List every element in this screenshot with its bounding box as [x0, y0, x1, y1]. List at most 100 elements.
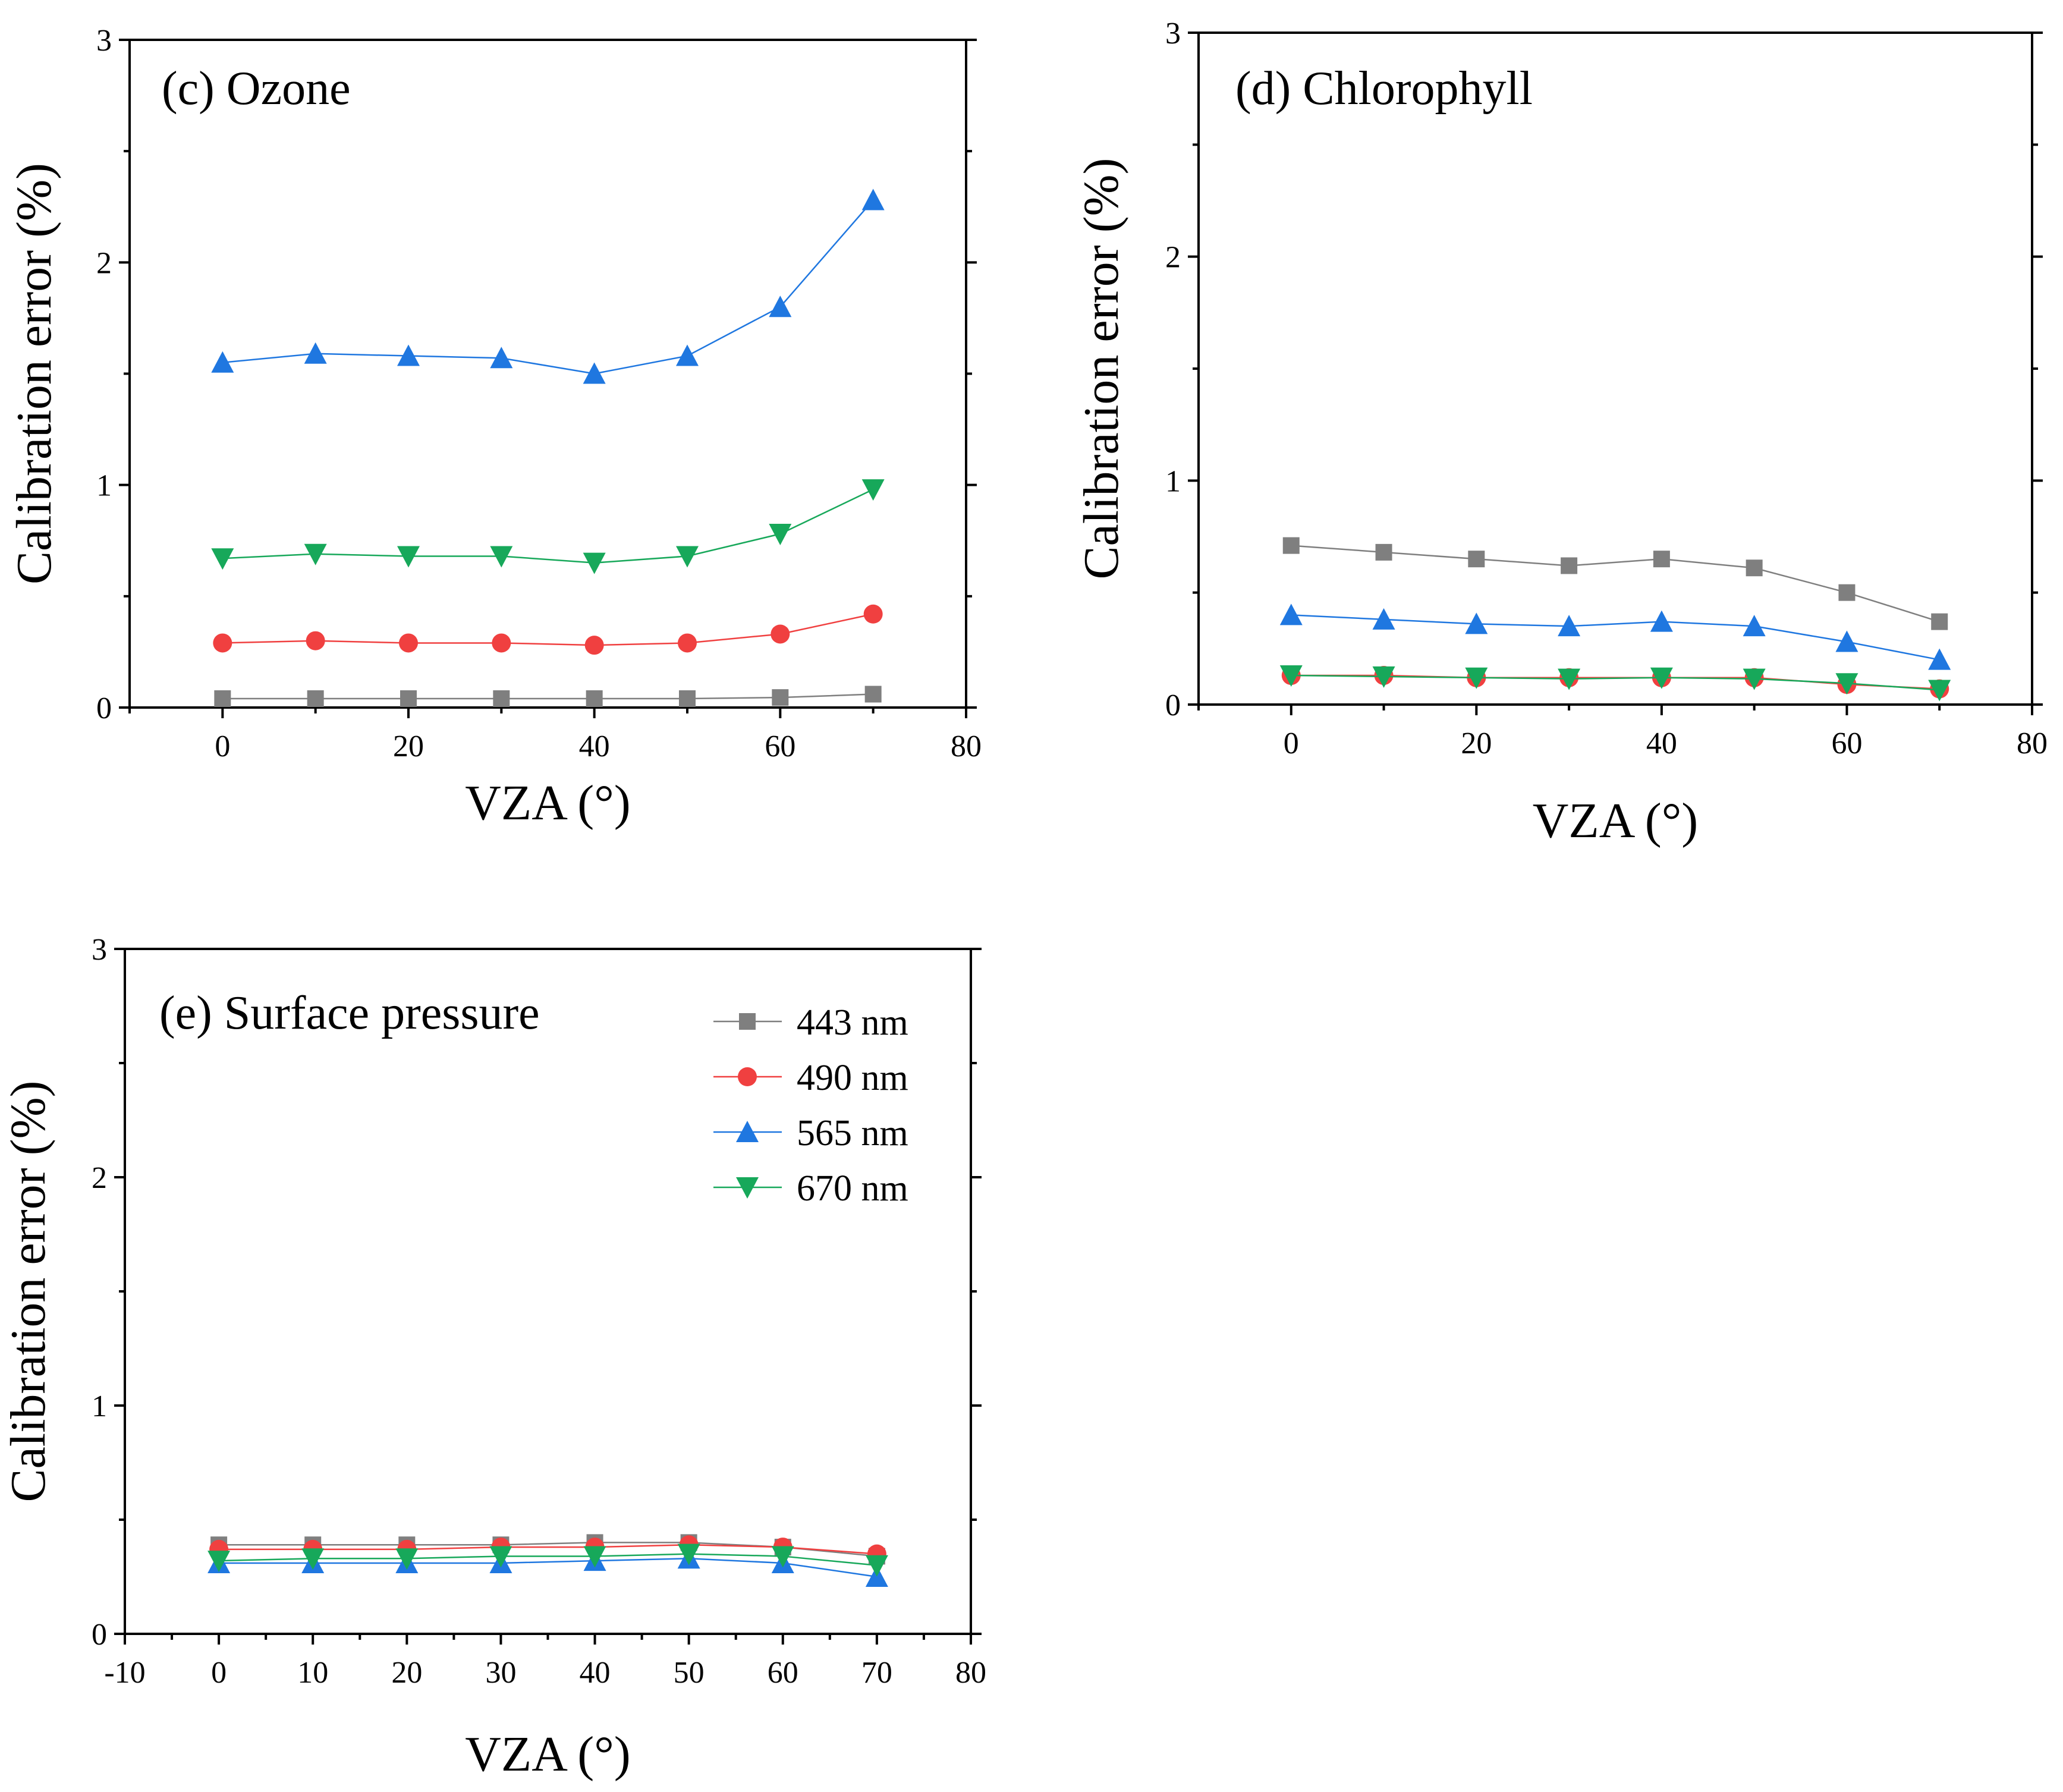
data-point — [771, 624, 790, 644]
data-point — [1650, 610, 1673, 632]
data-point — [583, 1546, 606, 1568]
series-line — [1291, 614, 1940, 661]
y-axis-label: Calibration error (%) — [1, 1080, 56, 1502]
data-point — [865, 1555, 888, 1577]
data-point — [771, 1546, 794, 1568]
series — [213, 604, 883, 655]
y-tick-label: 1 — [1165, 464, 1181, 498]
data-point — [1282, 537, 1300, 554]
series-line — [222, 489, 874, 564]
data-point — [1372, 666, 1395, 688]
x-tick-label: 80 — [951, 730, 982, 763]
data-point — [1743, 668, 1766, 690]
series — [211, 479, 885, 574]
data-point — [397, 546, 420, 568]
series-line — [219, 1558, 878, 1578]
x-tick-label: -10 — [104, 1656, 145, 1690]
x-tick-label: 20 — [391, 1656, 422, 1690]
y-tick-label: 1 — [96, 469, 112, 503]
x-tick-label: 0 — [1284, 727, 1299, 760]
data-point — [676, 546, 699, 568]
x-tick-label: 70 — [861, 1656, 892, 1690]
data-point — [490, 546, 513, 568]
data-point — [1743, 615, 1766, 637]
data-point — [307, 690, 324, 708]
series-line — [222, 199, 874, 375]
series-line — [1291, 674, 1940, 691]
y-axis-label: Calibration error (%) — [7, 163, 62, 584]
data-point — [1928, 680, 1951, 702]
x-tick-label: 20 — [393, 730, 424, 763]
series — [207, 1543, 888, 1577]
legend-marker — [736, 1177, 759, 1199]
data-point — [492, 633, 511, 653]
panel-title: (d) Chlorophyll — [1235, 62, 1533, 115]
data-point — [769, 295, 792, 317]
legend-label: 670 nm — [797, 1168, 908, 1209]
panel-title: (e) Surface pressure — [159, 987, 540, 1039]
data-point — [1653, 551, 1670, 568]
data-point — [586, 690, 603, 708]
data-point — [1835, 673, 1858, 695]
plot-frame — [124, 948, 972, 1635]
y-tick-label: 3 — [1165, 17, 1181, 51]
data-point — [1372, 608, 1395, 630]
data-point — [493, 690, 510, 708]
data-point — [1465, 612, 1488, 634]
data-point — [211, 351, 234, 373]
x-tick-label: 30 — [485, 1656, 516, 1690]
data-point — [1746, 559, 1763, 577]
x-axis-label: VZA (°) — [1533, 793, 1699, 848]
y-tick-label: 0 — [96, 691, 112, 725]
x-tick-label: 60 — [768, 1656, 798, 1690]
data-point — [397, 344, 420, 366]
data-point — [1561, 557, 1578, 574]
x-tick-label: 40 — [579, 730, 610, 763]
series-line — [222, 613, 873, 646]
y-tick-label: 3 — [96, 24, 112, 58]
x-tick-label: 0 — [211, 1656, 227, 1690]
x-tick-label: 60 — [765, 730, 795, 763]
data-point — [207, 1551, 231, 1573]
chart-panel: 0 20 40 60 80 0 1 2 3 VZA (°) Calibration error (%… — [1074, 17, 2048, 848]
data-point — [490, 347, 513, 369]
plot-frame — [128, 39, 967, 709]
x-axis-label: VZA (°) — [465, 775, 631, 831]
y-tick-label: 0 — [92, 1618, 107, 1652]
series-line — [219, 1553, 878, 1567]
data-point — [863, 604, 883, 624]
chart-panel: 0 20 40 60 80 0 1 2 3 VZA (°) Calibration error (%… — [7, 24, 982, 831]
legend-label: 565 nm — [797, 1113, 908, 1153]
data-point — [679, 690, 696, 708]
legend-label: 490 nm — [797, 1058, 908, 1098]
data-point — [1279, 603, 1303, 625]
series-line — [1291, 545, 1940, 623]
data-point — [583, 362, 606, 384]
series — [1279, 665, 1951, 702]
data-point — [769, 524, 792, 546]
plot-frame — [1197, 32, 2033, 706]
x-tick-label: 80 — [2017, 727, 2048, 760]
series — [214, 686, 882, 708]
series-line — [222, 693, 873, 700]
x-tick-label: 60 — [1831, 727, 1862, 760]
legend-marker — [738, 1067, 757, 1086]
panel-title: (c) Ozone — [162, 62, 351, 115]
data-point — [1838, 584, 1856, 601]
y-tick-label: 3 — [92, 933, 107, 967]
data-point — [1931, 613, 1948, 630]
x-tick-label: 20 — [1461, 727, 1492, 760]
data-point — [213, 633, 232, 653]
data-point — [583, 552, 606, 574]
legend: 443 nm 490 nm 565 nm 670 nm — [713, 1002, 908, 1209]
data-point — [1558, 615, 1581, 637]
data-point — [1650, 667, 1673, 689]
series-line — [219, 1543, 877, 1555]
x-tick-label: 10 — [297, 1656, 328, 1690]
y-tick-label: 0 — [1165, 688, 1181, 722]
data-point — [861, 479, 885, 501]
data-point — [304, 342, 327, 364]
legend-marker — [736, 1121, 759, 1142]
data-point — [1279, 665, 1303, 687]
